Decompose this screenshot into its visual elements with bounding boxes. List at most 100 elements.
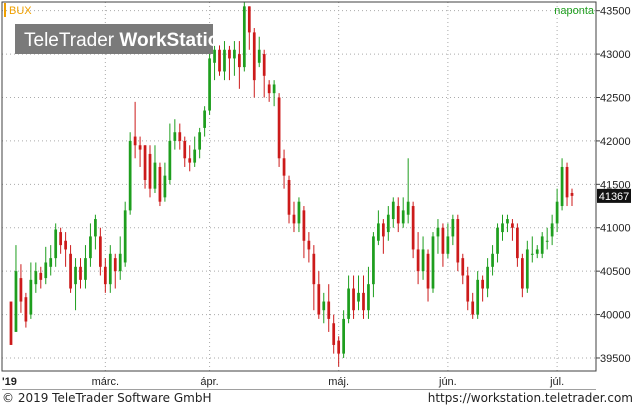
- candle-down[interactable]: [317, 284, 321, 315]
- candle-down[interactable]: [183, 140, 187, 159]
- candle-down[interactable]: [103, 266, 107, 285]
- candle-up[interactable]: [377, 223, 380, 241]
- candle-down[interactable]: [277, 97, 281, 159]
- candle-up[interactable]: [421, 249, 425, 272]
- candle-up[interactable]: [391, 201, 395, 220]
- candle-up[interactable]: [173, 132, 177, 141]
- candle-down[interactable]: [332, 323, 336, 345]
- candle-up[interactable]: [297, 201, 301, 224]
- candle-down[interactable]: [471, 301, 475, 315]
- candle-down[interactable]: [143, 145, 147, 180]
- candle-up[interactable]: [272, 84, 276, 94]
- candle-down[interactable]: [396, 206, 400, 224]
- candle-down[interactable]: [337, 340, 341, 354]
- candle-down[interactable]: [113, 258, 117, 272]
- candle-down[interactable]: [262, 54, 266, 76]
- candle-up[interactable]: [198, 132, 202, 150]
- candle-up[interactable]: [406, 201, 410, 215]
- interval-label[interactable]: naponta: [554, 5, 595, 17]
- website-link[interactable]: https://workstation.teletrader.com: [427, 391, 633, 405]
- candle-down[interactable]: [238, 54, 241, 68]
- candle-up[interactable]: [372, 236, 375, 285]
- candle-up[interactable]: [357, 292, 360, 302]
- candle-up[interactable]: [476, 279, 480, 315]
- candle-up[interactable]: [540, 236, 544, 254]
- candle-up[interactable]: [89, 236, 92, 259]
- candle-up[interactable]: [436, 227, 440, 237]
- candle-up[interactable]: [535, 249, 539, 254]
- candle-down[interactable]: [267, 84, 271, 94]
- candle-up[interactable]: [342, 318, 345, 354]
- candle-up[interactable]: [501, 223, 504, 233]
- candle-up[interactable]: [545, 240, 549, 242]
- candle-down[interactable]: [516, 227, 519, 259]
- candle-up[interactable]: [242, 6, 246, 68]
- candle-down[interactable]: [292, 214, 296, 224]
- candle-down[interactable]: [441, 227, 445, 254]
- candlestick-chart[interactable]: 39500 40000 40500 41000 41500 42000 42500 43000…: [0, 0, 635, 390]
- candle-down[interactable]: [178, 132, 182, 141]
- candle-down[interactable]: [69, 253, 72, 289]
- candle-up[interactable]: [491, 253, 494, 267]
- candle-down[interactable]: [158, 166, 162, 202]
- candle-down[interactable]: [79, 266, 82, 280]
- candle-up[interactable]: [128, 140, 132, 211]
- candle-down[interactable]: [302, 210, 306, 241]
- candle-up[interactable]: [193, 149, 197, 163]
- candle-up[interactable]: [555, 201, 559, 224]
- candle-down[interactable]: [24, 297, 28, 322]
- candle-down[interactable]: [228, 49, 231, 59]
- candle-up[interactable]: [163, 175, 167, 198]
- candle-down[interactable]: [426, 253, 430, 289]
- candle-up[interactable]: [560, 166, 564, 207]
- candle-up[interactable]: [451, 219, 455, 237]
- candle-up[interactable]: [34, 271, 38, 285]
- candle-down[interactable]: [98, 236, 102, 267]
- candle-up[interactable]: [29, 279, 33, 315]
- candle-down[interactable]: [570, 193, 574, 196]
- candle-down[interactable]: [565, 166, 569, 198]
- candle-down[interactable]: [520, 258, 524, 289]
- candle-up[interactable]: [168, 140, 172, 180]
- candle-up[interactable]: [123, 210, 127, 263]
- candle-up[interactable]: [322, 301, 326, 311]
- candle-up[interactable]: [446, 236, 450, 254]
- candle-down[interactable]: [218, 49, 221, 72]
- candle-up[interactable]: [530, 253, 534, 255]
- candle-down[interactable]: [39, 272, 43, 280]
- candle-up[interactable]: [550, 223, 554, 237]
- candle-up[interactable]: [208, 58, 211, 111]
- candle-up[interactable]: [84, 258, 87, 280]
- candle-up[interactable]: [525, 249, 529, 289]
- candle-up[interactable]: [213, 49, 216, 63]
- candle-up[interactable]: [49, 258, 53, 267]
- candle-up[interactable]: [203, 110, 206, 128]
- candle-up[interactable]: [74, 266, 77, 285]
- candle-up[interactable]: [233, 49, 236, 59]
- candle-down[interactable]: [247, 6, 251, 33]
- symbol-label[interactable]: BUX: [4, 3, 32, 17]
- candle-down[interactable]: [481, 279, 485, 289]
- candle-down[interactable]: [148, 153, 152, 189]
- candle-up[interactable]: [118, 253, 122, 272]
- candle-up[interactable]: [367, 284, 370, 311]
- candle-down[interactable]: [188, 158, 192, 163]
- candle-series[interactable]: [9, 2, 574, 367]
- candle-down[interactable]: [511, 223, 514, 228]
- candle-down[interactable]: [466, 275, 470, 302]
- candle-down[interactable]: [307, 240, 311, 250]
- candle-up[interactable]: [153, 162, 157, 189]
- candle-up[interactable]: [431, 236, 435, 289]
- candle-down[interactable]: [252, 32, 256, 81]
- candle-up[interactable]: [401, 210, 405, 224]
- candle-up[interactable]: [14, 271, 18, 332]
- candle-down[interactable]: [461, 258, 465, 276]
- candle-down[interactable]: [411, 206, 415, 250]
- candle-up[interactable]: [54, 229, 58, 259]
- candle-down[interactable]: [59, 232, 63, 246]
- candle-up[interactable]: [506, 219, 509, 224]
- candle-down[interactable]: [327, 301, 331, 319]
- candle-up[interactable]: [94, 219, 97, 237]
- candle-down[interactable]: [416, 249, 420, 272]
- candle-up[interactable]: [486, 266, 489, 289]
